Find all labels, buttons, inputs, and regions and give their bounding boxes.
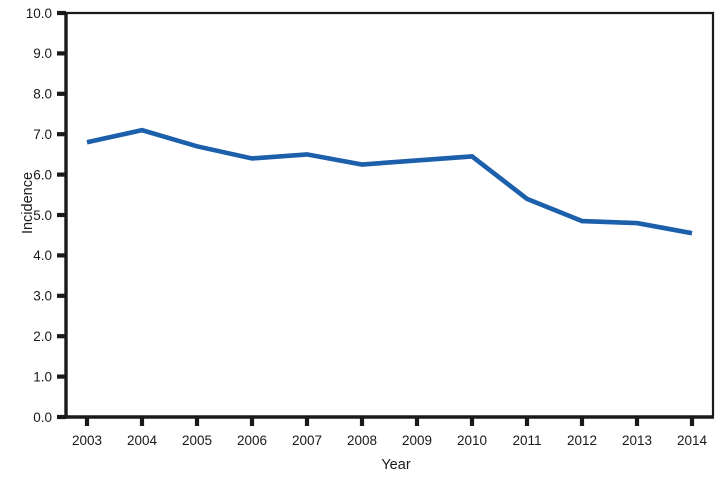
x-tick-label: 2012 [567, 433, 597, 448]
y-tick-label: 8.0 [33, 87, 52, 102]
y-tick-label: 5.0 [33, 208, 52, 223]
y-tick-label: 7.0 [33, 127, 52, 142]
x-tick-label: 2011 [512, 433, 541, 448]
y-tick-label: 6.0 [33, 167, 52, 182]
x-axis-title: Year [381, 457, 410, 473]
x-tick-label: 2003 [72, 433, 102, 448]
y-axis-title: Incidence [20, 172, 36, 234]
y-tick-label: 4.0 [33, 248, 52, 263]
y-tick-label: 1.0 [33, 369, 52, 384]
y-tick-label: 0.0 [33, 410, 52, 425]
axis-lines [64, 12, 714, 419]
x-tick-label: 2009 [402, 433, 432, 448]
plot-frame [66, 11, 715, 417]
x-tick-label: 2005 [182, 433, 212, 448]
x-tick-label: 2008 [347, 433, 377, 448]
x-tick-label: 2010 [457, 433, 487, 448]
series-line-incidence [86, 127, 693, 236]
x-tick-label: 2013 [622, 433, 652, 448]
y-tick-label: 3.0 [33, 289, 52, 304]
y-tick-label: 2.0 [33, 329, 52, 344]
x-tick-label: 2007 [292, 433, 322, 448]
y-tick-label: 10.0 [26, 6, 52, 21]
x-tick-label: 2004 [127, 433, 158, 448]
x-tick-label: 2006 [237, 433, 267, 448]
x-tick-label: 2014 [677, 433, 708, 448]
y-tick-label: 9.0 [33, 46, 52, 61]
